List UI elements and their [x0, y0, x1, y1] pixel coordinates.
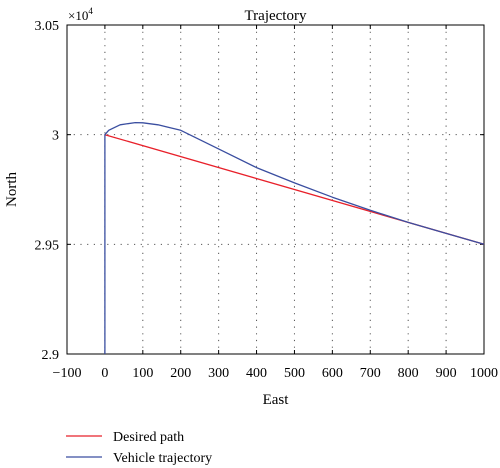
x-tick-label: 1000: [470, 366, 498, 381]
legend-item: Vehicle trajectory: [66, 451, 212, 466]
x-tick-label: 700: [360, 366, 381, 381]
y-tick-label: 2.9: [42, 348, 60, 363]
y-exponent-base: ×10: [68, 8, 88, 23]
legend-label: Desired path: [113, 430, 184, 445]
legend-label: Vehicle trajectory: [113, 451, 212, 466]
x-tick-label: 300: [208, 366, 229, 381]
x-tick-label: 0: [101, 366, 108, 381]
x-tick-label: 900: [436, 366, 457, 381]
legend-item: Desired path: [66, 430, 184, 445]
legend: Desired path Vehicle trajectory: [66, 430, 212, 466]
y-axis-label: North: [4, 172, 20, 207]
x-tick-label: 400: [246, 366, 267, 381]
chart-title: Trajectory: [245, 8, 307, 24]
x-tick-label: 500: [284, 366, 305, 381]
y-tick-label: 3: [52, 129, 59, 144]
x-tick-label: 200: [170, 366, 191, 381]
x-tick-label: 100: [132, 366, 153, 381]
y-tick-label: 3.05: [35, 19, 60, 34]
x-tick-labels: −100 0 100 200 300 400 500 600 700 800 900 1000: [53, 366, 498, 381]
x-tick-label: 800: [398, 366, 419, 381]
grid-lines: [67, 25, 484, 354]
series-line: [104, 121, 485, 354]
plot-frame: [66, 24, 485, 355]
x-axis-label: East: [263, 392, 290, 408]
axis-ticks: [66, 24, 485, 355]
x-tick-label: 600: [322, 366, 343, 381]
y-tick-labels: 2.9 2.95 3 3.05: [35, 19, 60, 363]
x-tick-label: −100: [53, 366, 82, 381]
y-axis-exponent: ×104: [68, 6, 93, 23]
y-exponent-power: 4: [88, 6, 93, 16]
series-lines: [104, 121, 485, 354]
y-tick-label: 2.95: [35, 238, 60, 253]
